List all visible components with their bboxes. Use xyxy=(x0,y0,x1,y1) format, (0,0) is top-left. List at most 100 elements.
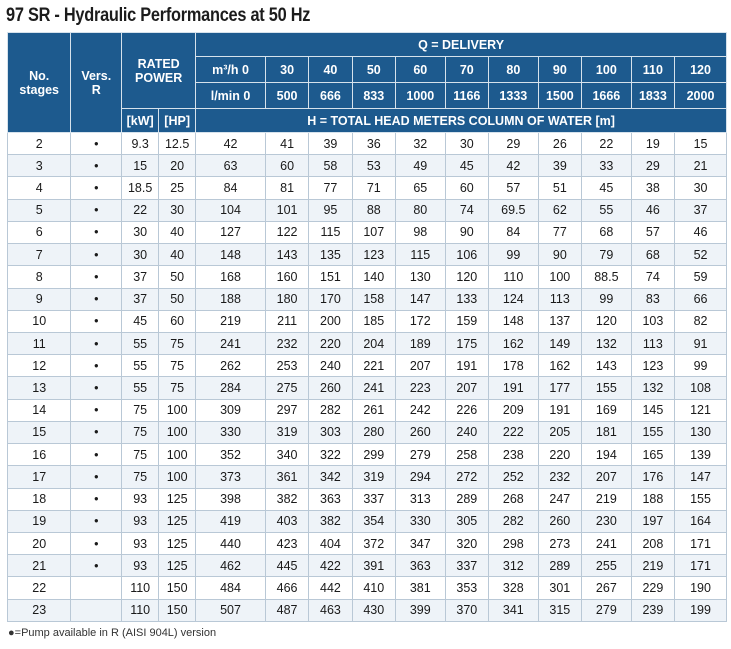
head-value-cell: 95 xyxy=(308,198,353,222)
head-value-cell: 197 xyxy=(630,509,676,533)
delivery-m3h-cell: 70 xyxy=(444,56,489,83)
delivery-header: Q = DELIVERY xyxy=(195,32,727,57)
head-value-cell: 170 xyxy=(308,287,353,311)
stages-cell: 16 xyxy=(6,443,72,467)
head-value-cell: 241 xyxy=(195,331,266,356)
power-kw-cell: 93 xyxy=(121,487,160,511)
head-value-cell: 133 xyxy=(444,287,489,311)
head-value-cell: 219 xyxy=(195,309,266,333)
head-value-cell: 101 xyxy=(264,198,310,222)
head-value-cell: 52 xyxy=(674,243,727,267)
head-value-cell: 253 xyxy=(264,354,310,378)
head-value-cell: 21 xyxy=(674,154,727,178)
head-value-cell: 171 xyxy=(674,554,727,578)
head-value-cell: 60 xyxy=(444,176,489,200)
head-value-cell: 139 xyxy=(674,443,727,467)
head-value-cell: 77 xyxy=(537,220,583,245)
head-value-cell: 46 xyxy=(630,198,676,222)
power-kw-cell: 55 xyxy=(121,331,160,356)
head-value-cell: 106 xyxy=(444,243,489,267)
table-row: 16 • 75 100 352 340 322 299 279 258 238 220 194 165 13… xyxy=(6,443,727,467)
head-value-cell: 162 xyxy=(487,331,539,356)
head-value-cell: 74 xyxy=(630,265,676,289)
head-value-cell: 171 xyxy=(674,531,727,556)
power-kw-cell: 75 xyxy=(121,465,160,489)
head-value-cell: 79 xyxy=(581,243,632,267)
head-value-cell: 279 xyxy=(581,598,632,623)
head-value-cell: 180 xyxy=(264,287,310,311)
head-value-cell: 80 xyxy=(394,198,446,222)
head-value-cell: 159 xyxy=(444,309,489,333)
table-row: 19 • 93 125 419 403 382 354 330 305 282 260 230 197 16… xyxy=(6,509,727,533)
head-value-cell: 337 xyxy=(351,487,396,511)
head-value-cell: 99 xyxy=(581,287,632,311)
head-value-cell: 42 xyxy=(195,131,266,156)
stages-cell: 22 xyxy=(6,576,72,600)
head-value-cell: 188 xyxy=(195,287,266,311)
power-hp-cell: 125 xyxy=(158,531,197,556)
head-value-cell: 279 xyxy=(394,443,446,467)
power-hp-cell: 100 xyxy=(158,398,197,422)
head-value-cell: 238 xyxy=(487,443,539,467)
head-value-cell: 328 xyxy=(487,576,539,600)
power-hp-cell: 50 xyxy=(158,265,197,289)
head-value-cell: 440 xyxy=(195,531,266,556)
power-kw-cell: 30 xyxy=(121,243,160,267)
version-r-cell: • xyxy=(70,198,123,222)
table-row: 5 • 22 30 104 101 95 88 80 74 69.5 62 55 46 37 xyxy=(6,198,727,222)
no-stages-label: No. stages xyxy=(19,68,59,97)
table-row: 9 • 37 50 188 180 170 158 147 133 124 113 99 83 66 xyxy=(6,287,727,311)
power-hp-cell: 100 xyxy=(158,443,197,467)
version-r-cell: • xyxy=(70,531,123,556)
head-value-cell: 91 xyxy=(674,331,727,356)
head-value-cell: 341 xyxy=(487,598,539,623)
head-value-cell: 30 xyxy=(444,131,489,156)
head-value-cell: 354 xyxy=(351,509,396,533)
head-value-cell: 71 xyxy=(351,176,396,200)
power-kw-cell: 37 xyxy=(121,287,160,311)
head-value-cell: 342 xyxy=(308,465,353,489)
rated-power-label: RATED POWER xyxy=(135,56,183,85)
head-value-cell: 42 xyxy=(487,154,539,178)
head-value-cell: 191 xyxy=(537,398,583,422)
head-value-cell: 273 xyxy=(537,531,583,556)
head-value-cell: 219 xyxy=(630,554,676,578)
head-value-cell: 155 xyxy=(581,376,632,400)
head-value-cell: 120 xyxy=(444,265,489,289)
head-value-cell: 90 xyxy=(537,243,583,267)
head-value-cell: 98 xyxy=(394,220,446,245)
head-value-cell: 81 xyxy=(264,176,310,200)
head-value-cell: 319 xyxy=(264,420,310,445)
head-value-cell: 220 xyxy=(308,331,353,356)
delivery-lmin-cell: 2000 xyxy=(674,82,727,109)
lmin-row: l/min 0 500 666 833 1000 1166 1333 1500 1666 183… xyxy=(8,82,727,109)
head-value-cell: 123 xyxy=(630,354,676,378)
head-value-cell: 127 xyxy=(195,220,266,245)
head-value-cell: 298 xyxy=(487,531,539,556)
head-value-cell: 124 xyxy=(487,287,539,311)
head-value-cell: 59 xyxy=(674,265,727,289)
head-value-cell: 123 xyxy=(351,243,396,267)
head-value-cell: 132 xyxy=(581,331,632,356)
head-value-cell: 190 xyxy=(674,576,727,600)
stages-cell: 3 xyxy=(6,154,72,178)
head-value-cell: 391 xyxy=(351,554,396,578)
delivery-lmin-cell: 500 xyxy=(264,82,310,109)
head-value-cell: 36 xyxy=(351,131,396,156)
head-value-cell: 313 xyxy=(394,487,446,511)
head-value-cell: 165 xyxy=(630,443,676,467)
head-value-cell: 74 xyxy=(444,198,489,222)
no-stages-header: No. stages xyxy=(6,32,72,133)
delivery-lmin-cell: 1000 xyxy=(394,82,446,109)
table-row: 20 • 93 125 440 423 404 372 347 320 298 273 241 208 17… xyxy=(6,531,727,556)
head-value-cell: 37 xyxy=(674,198,727,222)
head-value-cell: 169 xyxy=(581,398,632,422)
head-value-cell: 363 xyxy=(308,487,353,511)
head-value-cell: 29 xyxy=(487,131,539,156)
head-value-cell: 19 xyxy=(630,131,676,156)
delivery-m3h-cell: 90 xyxy=(537,56,583,83)
power-hp-cell: 75 xyxy=(158,354,197,378)
head-value-cell: 63 xyxy=(195,154,266,178)
table-row: 3 • 15 20 63 60 58 53 49 45 42 39 33 29 21 xyxy=(6,154,727,178)
version-r-cell: • xyxy=(70,443,123,467)
